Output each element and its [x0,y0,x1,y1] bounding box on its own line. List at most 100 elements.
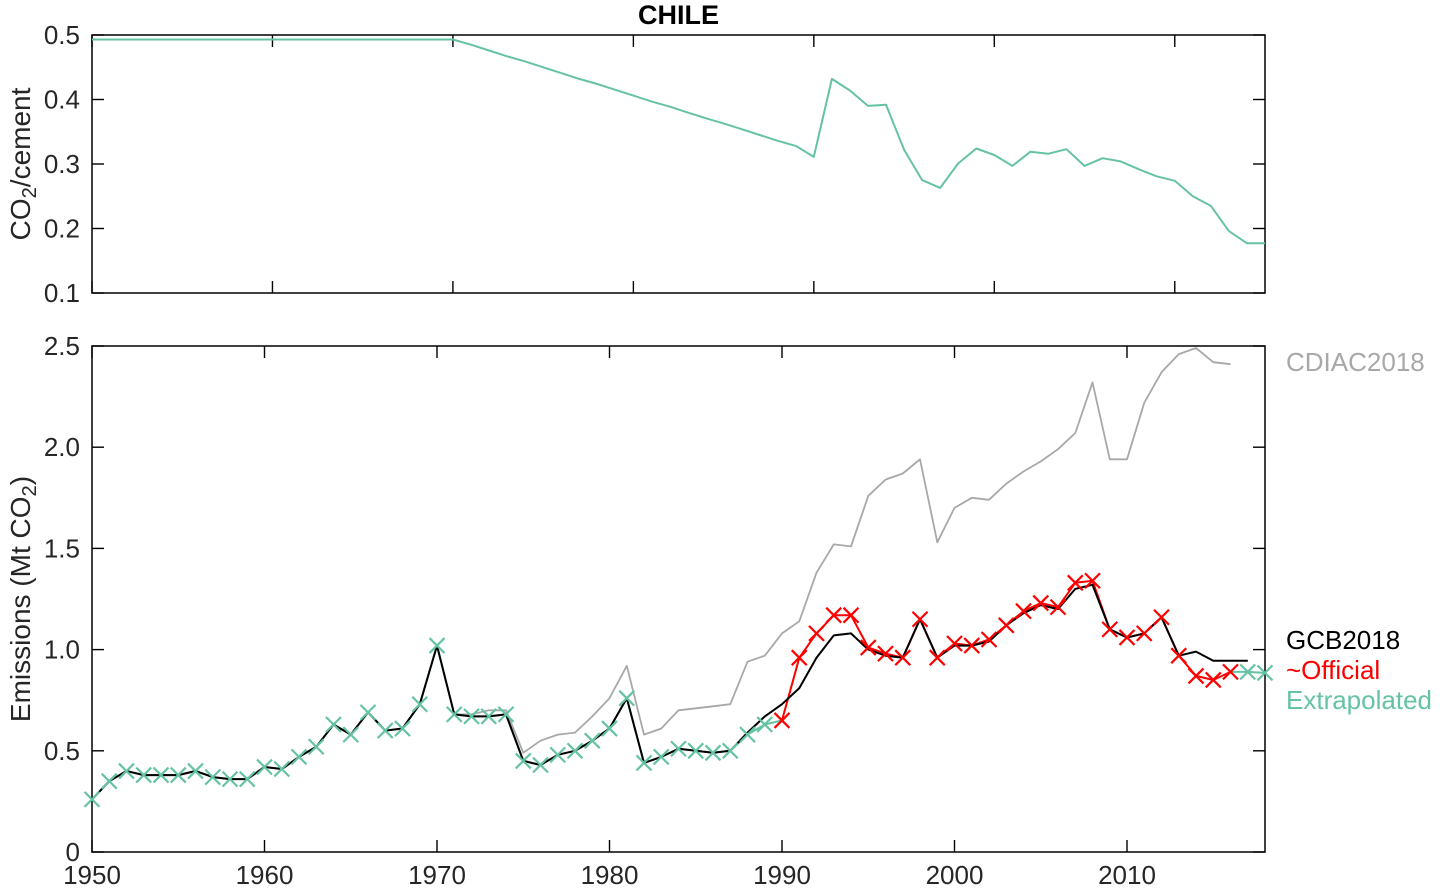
series-co2-per-cement-ratio-line [92,38,1265,245]
x-marker [1222,663,1239,681]
x-marker [687,742,705,760]
x-marker [256,758,273,776]
y-tick-label: 0.3 [44,149,80,179]
x-marker [963,637,981,654]
x-marker [635,754,653,772]
x-marker [463,708,480,725]
x-tick-label: 1960 [236,860,294,890]
x-marker [342,726,360,743]
x-marker [1049,598,1067,616]
y-axis-label: CO2/cement [5,87,41,240]
y-tick-label: 0 [66,837,80,867]
x-marker [877,645,894,662]
y-axis-label: Emissions (Mt CO2) [5,476,41,722]
x-tick-label: 1980 [581,860,639,890]
x-marker [135,766,153,784]
x-marker [825,606,843,624]
x-marker [652,748,670,766]
y-tick-label: 0.5 [44,736,80,766]
x-marker [1101,621,1119,638]
x-marker [1204,671,1222,689]
x-tick-label: 1970 [408,860,466,890]
x-marker [928,649,946,666]
x-marker [325,716,342,733]
x-marker [152,766,170,784]
x-marker [549,746,567,764]
x-marker [721,742,739,760]
x-marker [859,639,877,656]
x-marker [376,722,394,739]
x-marker [756,716,774,733]
x-marker [1256,664,1274,682]
x-marker [428,637,446,654]
x-marker [394,720,411,737]
series-official-markers [773,572,1239,729]
x-marker [273,760,291,778]
x-marker [808,625,825,642]
panel-emissions: 1950 1960 1970 1980 1990 2000 2010 0 0.5 1.0 1.5 2.… [5,331,1274,890]
x-marker [997,617,1015,634]
x-marker [601,720,618,737]
x-tick-label: 1990 [753,860,811,890]
x-marker [739,726,756,743]
x-marker [583,732,601,749]
x-marker [221,770,239,788]
axes-box [91,345,1266,853]
x-marker [911,610,929,628]
x-marker [238,770,256,788]
x-tick-label: 2010 [1098,860,1156,890]
series-extrapolated-early-line [91,644,783,801]
x-marker [773,712,791,729]
x-marker [100,772,118,790]
x-marker [980,631,998,648]
x-marker [445,706,463,723]
y-tick-label: 2.5 [44,331,80,361]
x-marker [83,791,101,808]
x-marker [118,762,135,780]
x-marker [946,635,963,652]
legend-item-cdiac2018: CDIAC2018 [1286,347,1425,377]
panel-co2-per-cement: 0.1 0.2 0.3 0.4 0.5 CO2/cement [5,20,1266,308]
x-marker [894,649,912,666]
series-extrapolated-late-markers [1239,663,1274,682]
x-tick-label: 2000 [926,860,984,890]
y-tick-label: 2.0 [44,432,80,462]
y-tick-label: 0.5 [44,20,80,50]
x-marker [169,766,187,784]
x-tick-label: 1950 [63,860,121,890]
x-marker [566,742,584,760]
y-tick-label: 0.1 [44,278,80,308]
x-marker [187,762,204,780]
x-marker [480,708,498,725]
x-marker [1239,663,1257,681]
x-marker [790,649,808,666]
legend-item-gcb2018: GCB2018 [1286,625,1401,655]
series-extrapolated-early-markers [83,637,774,808]
x-marker [1118,629,1136,646]
x-marker [1084,572,1101,590]
y-tick-label: 0.2 [44,214,80,244]
x-marker [411,695,429,713]
x-marker [204,768,222,786]
x-marker [1170,647,1188,664]
x-marker [1153,608,1170,626]
x-marker [1187,667,1205,685]
series-official-line [781,579,1231,721]
legend-item-extrapolated: Extrapolated [1286,685,1432,715]
series-cdiac2018-line [91,347,1231,801]
x-marker [307,738,325,756]
x-marker [704,744,722,762]
y-tick-label: 0.4 [44,85,80,115]
x-marker [670,740,687,758]
x-marker [514,752,532,770]
y-tick-label: 1.0 [44,635,80,665]
x-marker [1015,602,1032,620]
chart-title: CHILE [638,0,719,30]
x-marker [1032,594,1050,612]
legend-item-official: ~Official [1286,655,1381,685]
x-marker [618,689,636,707]
x-marker [1135,625,1153,642]
x-marker [359,704,377,721]
